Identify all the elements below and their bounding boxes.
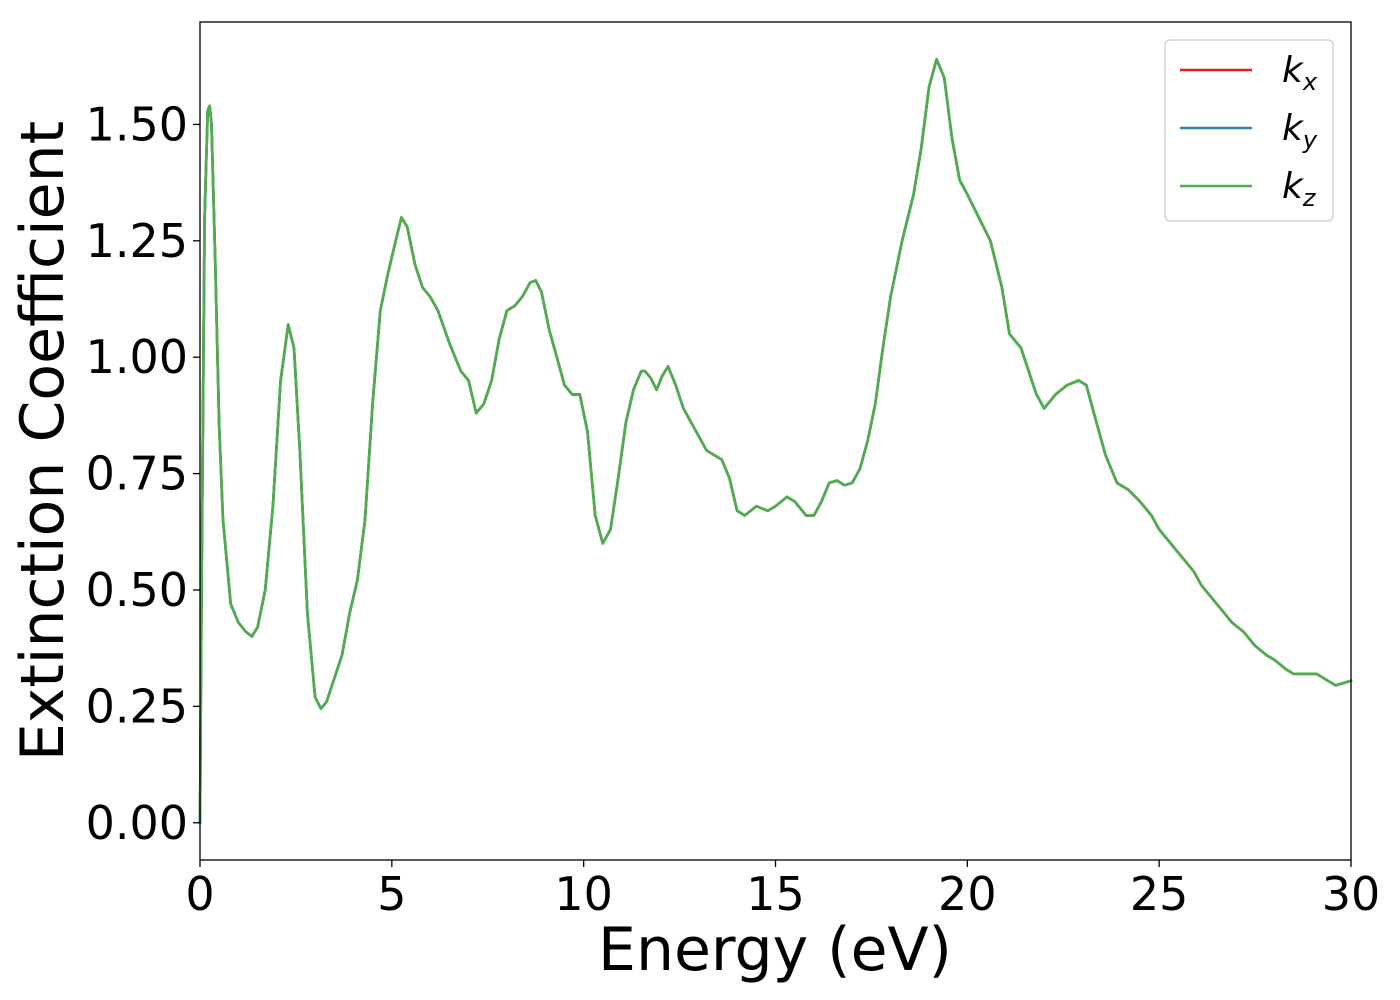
x-tick-label: 25 [1130, 867, 1189, 921]
series-layer [198, 57, 1353, 825]
x-axis-title: Energy (eV) [598, 915, 952, 985]
x-tick-label: 0 [185, 867, 214, 921]
y-tick-label: 0.50 [86, 563, 188, 617]
x-axis-ticks: 0 5 10 15 20 25 30 [185, 860, 1380, 921]
legend-box [1164, 39, 1334, 222]
y-tick-label: 1.50 [86, 97, 188, 151]
y-tick-label: 1.00 [86, 330, 188, 384]
y-tick-label: 0.25 [86, 679, 188, 733]
y-axis-title: Extinction Coefficient [8, 121, 78, 761]
y-tick-label: 1.25 [86, 214, 188, 268]
legend-entry-kz: kz [1180, 166, 1317, 212]
x-tick-label: 15 [746, 867, 805, 921]
x-tick-label: 5 [377, 867, 406, 921]
series-line-kz [198, 57, 1353, 825]
x-tick-label: 20 [938, 867, 997, 921]
y-axis-ticks: 0.00 0.25 0.50 0.75 1.00 1.25 1.50 [86, 97, 200, 850]
y-tick-label: 0.75 [86, 447, 188, 501]
legend-label: kz [1282, 166, 1317, 212]
x-tick-label: 30 [1322, 867, 1381, 921]
y-tick-label: 0.00 [86, 796, 188, 850]
x-tick-label: 10 [554, 867, 613, 921]
